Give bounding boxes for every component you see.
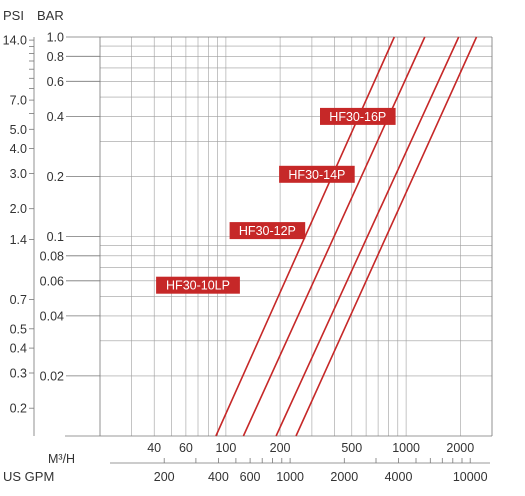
psi-tick-label: 1.4 xyxy=(10,233,27,247)
bar-axis-header: BAR xyxy=(37,8,64,23)
series-label-box xyxy=(229,222,306,240)
series-label-box xyxy=(279,165,355,183)
bar-tick-label: 0.02 xyxy=(40,369,64,383)
m3h-tick-label: 500 xyxy=(341,441,362,455)
bar-tick-label: 0.4 xyxy=(47,110,64,124)
series-line-hf30-14p xyxy=(275,36,460,437)
series-label-hf30-14p: HF30-14P xyxy=(279,165,355,183)
m3h-tick-label: 200 xyxy=(270,441,291,455)
psi-tick-label: 5.0 xyxy=(10,123,27,137)
psi-tick-label: 0.2 xyxy=(10,402,27,416)
gpm-tick-label: 1000 xyxy=(276,470,304,484)
psi-tick-label: 2.0 xyxy=(10,202,27,216)
m3h-axis-label: M³/H xyxy=(48,452,75,466)
series-label-text: HF30-10LP xyxy=(166,279,230,293)
bar-tick-label: 0.06 xyxy=(40,274,64,288)
m3h-tick-label: 60 xyxy=(179,441,193,455)
bar-tick-label: 0.1 xyxy=(47,230,64,244)
gpm-tick-label: 4000 xyxy=(385,470,413,484)
series-label-box xyxy=(320,107,396,125)
psi-tick-label: 0.7 xyxy=(10,293,27,307)
bar-tick-label: 0.08 xyxy=(40,249,64,263)
series-label-hf30-16p: HF30-16P xyxy=(320,107,396,125)
series-label-text: HF30-14P xyxy=(288,168,345,182)
series-label-text: HF30-12P xyxy=(239,224,296,238)
psi-tick-label: 3.0 xyxy=(10,167,27,181)
psi-tick-label: 4.0 xyxy=(10,142,27,156)
series-label-box xyxy=(156,276,240,294)
series-labels: HF30-10LP HF30-12P HF30-14P HF30-16P xyxy=(156,107,396,294)
bar-tick-label: 0.6 xyxy=(47,75,64,89)
psi-tick-label: 7.0 xyxy=(10,94,27,108)
m3h-tick-label: 40 xyxy=(147,441,161,455)
bar-tick-label: 0.8 xyxy=(47,50,64,64)
gpm-tick-label: 2000 xyxy=(330,470,358,484)
gpm-tick-label: 400 xyxy=(208,470,229,484)
psi-tick-label: 0.4 xyxy=(10,342,27,356)
m3h-tick-label: 1000 xyxy=(392,441,420,455)
bar-tick-label: 1.0 xyxy=(47,31,64,45)
gpm-tick-label: 200 xyxy=(154,470,175,484)
axes: 14.0 7.0 5.0 4.0 3.0 2.0 1.4 0.7 0.5 0.4 0.3 0.2 1.0… xyxy=(3,31,490,484)
series-label-text: HF30-16P xyxy=(329,110,386,124)
bar-tick-label: 0.04 xyxy=(40,309,64,323)
psi-axis-header: PSI xyxy=(3,8,24,23)
m3h-tick-label: 100 xyxy=(215,441,236,455)
series-label-hf30-12p: HF30-12P xyxy=(229,222,306,240)
series-line-hf30-12p xyxy=(242,36,426,437)
gpm-axis-label: US GPM xyxy=(3,469,54,484)
psi-tick-label: 0.3 xyxy=(10,367,27,381)
series-line-hf30-16p xyxy=(295,36,478,437)
series-label-hf30-10lp: HF30-10LP xyxy=(156,276,240,294)
gpm-tick-label: 600 xyxy=(240,470,261,484)
psi-tick-label: 0.5 xyxy=(10,322,27,336)
psi-tick-label: 14.0 xyxy=(3,34,27,48)
gpm-tick-label: 10000 xyxy=(453,470,488,484)
m3h-tick-label: 2000 xyxy=(446,441,474,455)
bar-tick-label: 0.2 xyxy=(47,170,64,184)
